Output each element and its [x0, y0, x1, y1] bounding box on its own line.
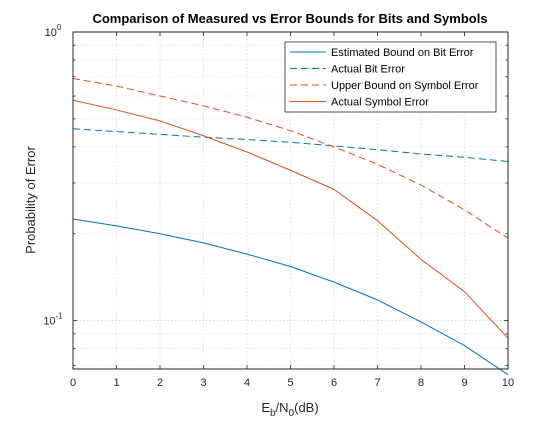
axis-ticks: [72, 32, 509, 369]
series-line-3: [72, 78, 509, 239]
x-tick-label: 10: [502, 377, 514, 389]
x-tick-label: 4: [244, 377, 250, 389]
x-axis-label-base: E: [261, 400, 270, 415]
y-tick-label: 100: [45, 23, 62, 39]
x-tick-label: 0: [70, 377, 76, 389]
chart-title: Comparison of Measured vs Error Bounds f…: [92, 11, 487, 26]
x-axis-label-tail: (dB): [294, 400, 319, 415]
x-axis-label-sub2: 0: [289, 408, 295, 419]
y-axis-label: Probability of Error: [23, 146, 38, 254]
x-axis-label-sub1: b: [270, 408, 276, 419]
x-tick-label: 9: [461, 377, 467, 389]
x-tick-label: 2: [157, 377, 163, 389]
x-axis-label-mid: /N: [276, 400, 289, 415]
series-line-2: [72, 128, 509, 162]
x-axis-label: Eb/N0(dB): [261, 400, 318, 419]
y-tick-label-base: 10: [43, 316, 55, 328]
x-tick-label: 5: [287, 377, 293, 389]
series-line-1: [72, 218, 509, 376]
legend: Estimated Bound on Bit Error Actual Bit E…: [284, 41, 497, 113]
x-tick-label: 3: [200, 377, 206, 389]
x-tick-labels: 0 1 2 3 4 5 6 7 8 9 10: [70, 377, 514, 389]
legend-box: [284, 41, 497, 113]
legend-label-2: Actual Bit Error: [331, 64, 405, 76]
y-tick-label: 10-1: [43, 312, 63, 328]
x-tick-label: 1: [113, 377, 119, 389]
x-tick-label: 8: [418, 377, 424, 389]
y-tick-label-exponent: 0: [57, 23, 62, 32]
y-tick-label-exponent: -1: [56, 312, 64, 321]
legend-label-4: Actual Symbol Error: [331, 97, 429, 109]
series-line-4: [72, 99, 509, 339]
series-lines: [72, 78, 509, 376]
y-tick-label-base: 10: [45, 27, 57, 39]
legend-label-3: Upper Bound on Symbol Error: [331, 80, 479, 92]
x-tick-label: 7: [374, 377, 380, 389]
legend-label-1: Estimated Bound on Bit Error: [331, 47, 474, 59]
legend-items: Estimated Bound on Bit Error Actual Bit E…: [290, 47, 479, 109]
x-tick-label: 6: [331, 377, 337, 389]
